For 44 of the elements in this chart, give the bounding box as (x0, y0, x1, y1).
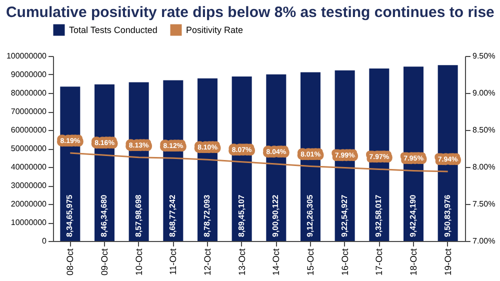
data-label: 8,57,98,698 (134, 194, 143, 237)
data-label: 9,50,83,976 (442, 194, 452, 237)
y-tick-label: 80000000 (10, 88, 48, 98)
x-tick-label: 17-Oct (374, 248, 384, 276)
y2-tick-label: 8.50% (472, 126, 496, 134)
y-tick-label: 10000000 (10, 218, 48, 227)
y2-tick-label: 8.00% (472, 162, 496, 172)
x-tick-label: 10-Oct (134, 248, 144, 276)
x-tick-label: 14-Oct (271, 248, 282, 276)
data-label: 8,68,77,242 (168, 194, 178, 237)
y2-tick-label: 9.50% (472, 52, 496, 60)
x-tick-label: 09-Oct (100, 248, 110, 276)
y-tick-label: 60000000 (10, 126, 48, 134)
y2-tick-label: 9.00% (472, 88, 496, 98)
legend-label: Positivity Rate (186, 25, 244, 35)
y-tick-label: 90000000 (10, 70, 48, 79)
y2-tick-label: 7.50% (472, 200, 496, 208)
data-label: 8,46,34,680 (100, 194, 108, 237)
y2-tick-label: 7.00% (472, 236, 496, 246)
data-label: 8,89,45,107 (236, 194, 246, 237)
data-label: 8,34,65,975 (65, 194, 74, 237)
y-tick-label: 40000000 (10, 162, 48, 172)
data-label: 8,78,72,093 (202, 194, 212, 237)
data-label: 9,22,54,927 (340, 194, 349, 237)
data-label: 9,42,24,190 (408, 194, 418, 237)
x-tick-label: 12-Oct (202, 248, 212, 276)
x-tick-label: 11-Oct (168, 248, 178, 275)
data-label: 9,12,26,305 (306, 194, 314, 237)
y-tick-label: 30000000 (10, 181, 48, 190)
x-tick-label: 08-Oct (65, 248, 76, 276)
y-tick-label: 70000000 (10, 107, 48, 116)
x-tick-label: 19-Oct (442, 248, 453, 276)
legend-label: Total Tests Conducted (69, 25, 158, 35)
y-tick-label: 50000000 (10, 144, 48, 153)
y-tick-label: 100000000 (6, 52, 48, 60)
data-label: 9,32,58,017 (374, 194, 384, 237)
x-tick-label: 15-Oct (306, 248, 316, 276)
x-tick-label: 16-Oct (340, 248, 350, 276)
y-tick-label: 20000000 (10, 200, 48, 208)
y-tick-label: 0 (42, 236, 48, 246)
x-tick-label: 13-Oct (236, 248, 247, 276)
data-label: 9,00,90,122 (271, 194, 280, 237)
chart-title: Cumulative positivity rate dips below 8% as testing continues to rise (6, 4, 494, 21)
x-tick-label: 18-Oct (408, 248, 418, 276)
